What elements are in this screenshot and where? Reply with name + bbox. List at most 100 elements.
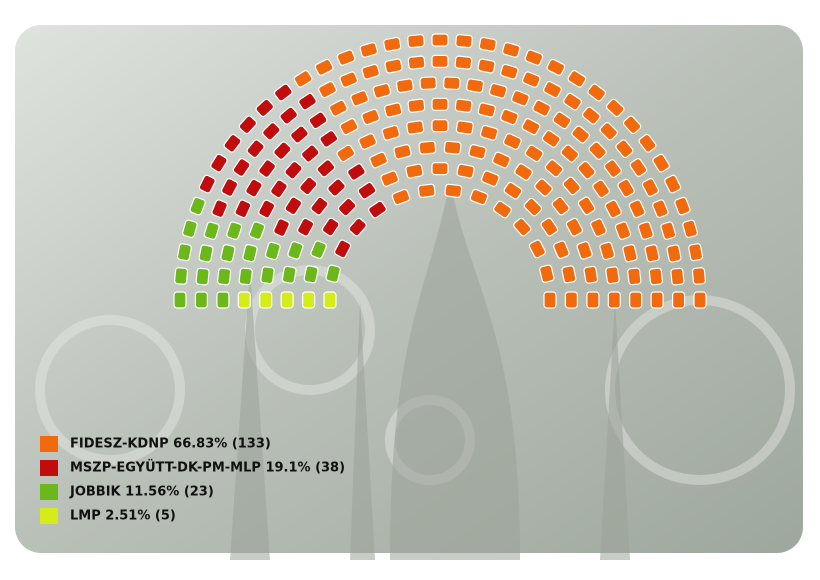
seat (368, 200, 387, 219)
seat (552, 111, 572, 130)
legend-label: JOBBIK 11.56% (23) (69, 485, 214, 500)
seat (560, 144, 580, 163)
legend-swatch (40, 460, 58, 476)
seat (674, 196, 691, 216)
seat (539, 264, 555, 283)
legend: FIDESZ-KDNP 66.83% (133) MSZP-EGYÜTT-DK-P… (40, 436, 345, 524)
seat (443, 140, 462, 155)
seat (336, 49, 356, 66)
seat (232, 158, 251, 177)
seat (281, 265, 297, 284)
seat (391, 188, 411, 206)
seat (383, 36, 402, 52)
seat (384, 58, 403, 74)
seat (406, 120, 425, 135)
seat (384, 102, 403, 118)
seat (532, 99, 552, 117)
seat (299, 176, 318, 196)
seat (334, 239, 352, 259)
seat (174, 267, 189, 285)
seat (638, 133, 657, 153)
seat (220, 178, 239, 197)
seat (480, 170, 500, 187)
seat (284, 196, 303, 216)
seat (279, 106, 299, 125)
seat (617, 178, 635, 198)
seat (652, 153, 670, 173)
seat (660, 221, 677, 240)
seat (543, 80, 562, 99)
seat (348, 217, 367, 237)
seat (273, 83, 293, 102)
seat (688, 243, 704, 262)
seat (293, 70, 313, 88)
seat (605, 266, 620, 285)
seat (198, 244, 214, 263)
seat (182, 219, 198, 239)
seat (561, 265, 577, 284)
seat (444, 183, 463, 198)
seat (562, 176, 581, 196)
legend-swatch (40, 484, 58, 500)
seat (359, 42, 379, 58)
seat (493, 200, 512, 219)
seat (361, 63, 380, 80)
seat (314, 58, 334, 76)
seat (456, 163, 475, 179)
seat (583, 265, 599, 284)
seat (622, 244, 638, 263)
seat (303, 265, 319, 284)
seat (521, 71, 541, 88)
seat (563, 92, 582, 111)
seat (564, 291, 579, 309)
seat (328, 99, 348, 117)
seat (431, 162, 449, 176)
seat (302, 291, 316, 309)
seat (255, 98, 275, 118)
seat (614, 221, 632, 240)
seat (395, 78, 414, 94)
seat (290, 125, 309, 144)
seat (327, 178, 346, 197)
seat (339, 71, 359, 88)
seat (176, 243, 192, 262)
seat (544, 159, 564, 178)
seat (500, 108, 519, 126)
seat (588, 141, 607, 160)
seat (455, 120, 474, 135)
seat (605, 98, 625, 118)
seat (592, 179, 611, 199)
seat (628, 199, 646, 219)
seat (258, 159, 277, 178)
seat (245, 178, 263, 198)
seat (666, 244, 682, 263)
seat (418, 140, 437, 155)
seat (468, 144, 487, 160)
seat (318, 80, 337, 99)
seat (650, 291, 664, 309)
seat (220, 244, 236, 263)
seat (194, 291, 208, 309)
seat (308, 111, 328, 130)
seat (226, 221, 243, 240)
seat (310, 196, 329, 216)
seat (300, 144, 320, 163)
seat (369, 151, 388, 169)
seat (627, 267, 642, 286)
seat (567, 70, 587, 88)
seat (469, 188, 489, 206)
background-card (15, 25, 803, 553)
seat (546, 58, 566, 76)
seat (407, 34, 425, 49)
seat (323, 291, 337, 309)
seat (503, 181, 523, 200)
seat (629, 291, 643, 309)
seat (528, 239, 546, 259)
seat (346, 163, 366, 181)
seat (310, 240, 327, 260)
seat (565, 217, 584, 237)
seat (407, 55, 426, 70)
seat (393, 144, 412, 160)
seat (607, 291, 621, 309)
seat (260, 266, 275, 285)
